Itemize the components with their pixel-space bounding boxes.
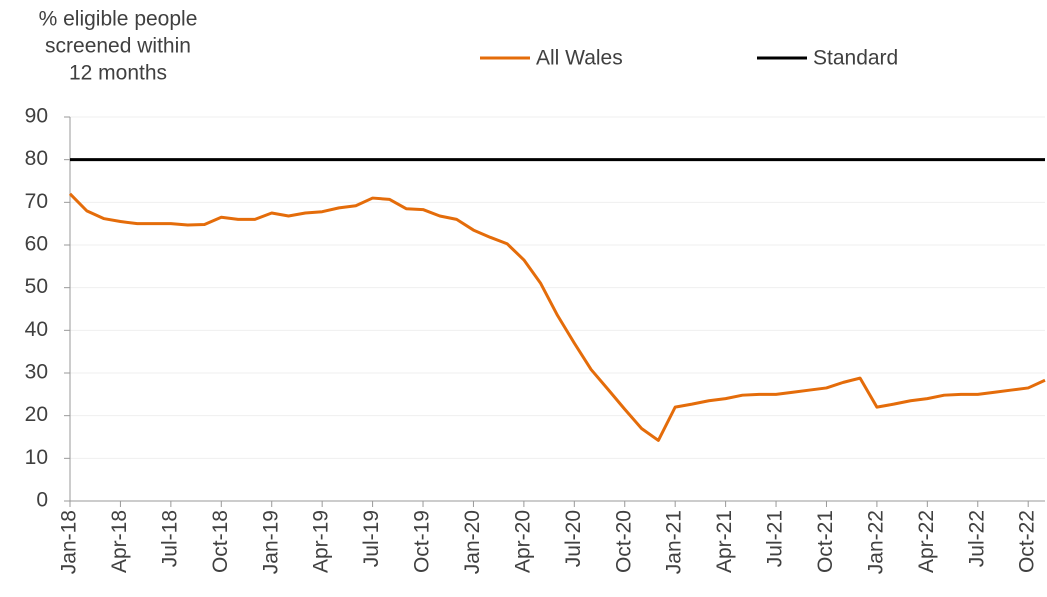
x-tick-label: Jul-20 bbox=[562, 510, 585, 567]
x-tick-label: Jul-19 bbox=[360, 510, 383, 567]
y-tick-label: 40 bbox=[25, 318, 48, 341]
x-tick-label: Apr-19 bbox=[310, 510, 333, 573]
y-tick-label: 20 bbox=[25, 403, 48, 426]
x-tick-label: Apr-22 bbox=[915, 510, 938, 573]
x-tick-label: Oct-22 bbox=[1016, 510, 1039, 573]
y-tick-label: 80 bbox=[25, 147, 48, 170]
y-tick-label: 10 bbox=[25, 446, 48, 469]
x-tick-label: Oct-19 bbox=[411, 510, 434, 573]
y-axis-title: 12 months bbox=[69, 62, 167, 85]
x-tick-label: Jan-18 bbox=[58, 510, 81, 574]
x-tick-label: Oct-18 bbox=[209, 510, 232, 573]
x-tick-label: Jan-21 bbox=[663, 510, 686, 574]
y-tick-label: 30 bbox=[25, 361, 48, 384]
y-tick-label: 0 bbox=[36, 489, 48, 512]
x-tick-label: Jul-18 bbox=[158, 510, 181, 567]
x-tick-label: Oct-21 bbox=[814, 510, 837, 573]
y-tick-label: 70 bbox=[25, 190, 48, 213]
y-axis-title: screened within bbox=[45, 35, 191, 58]
y-tick-label: 60 bbox=[25, 233, 48, 256]
x-tick-label: Jan-19 bbox=[259, 510, 282, 574]
y-tick-label: 90 bbox=[25, 105, 48, 128]
legend-label: Standard bbox=[813, 47, 898, 70]
x-tick-label: Apr-20 bbox=[511, 510, 534, 573]
y-axis-title: % eligible people bbox=[39, 8, 198, 31]
x-tick-label: Oct-20 bbox=[612, 510, 635, 573]
y-tick-label: 50 bbox=[25, 275, 48, 298]
x-tick-label: Jan-22 bbox=[864, 510, 887, 574]
x-tick-label: Jul-22 bbox=[965, 510, 988, 567]
x-tick-label: Apr-18 bbox=[108, 510, 131, 573]
x-tick-label: Jan-20 bbox=[461, 510, 484, 574]
series-line bbox=[68, 192, 1046, 442]
x-tick-label: Apr-21 bbox=[713, 510, 736, 573]
legend-label: All Wales bbox=[536, 47, 623, 70]
x-tick-label: Jul-21 bbox=[764, 510, 787, 567]
